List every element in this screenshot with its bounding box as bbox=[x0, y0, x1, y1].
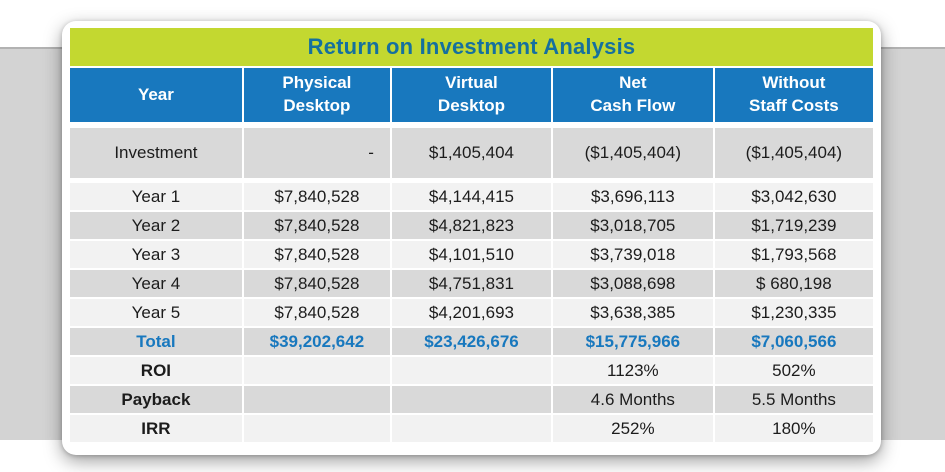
value-cell: $3,696,113 bbox=[552, 183, 713, 210]
value-cell: $3,018,705 bbox=[552, 212, 713, 239]
value-cell: $23,426,676 bbox=[391, 328, 551, 355]
value-cell: $1,230,335 bbox=[714, 299, 873, 326]
value-cell: 252% bbox=[552, 415, 713, 442]
value-cell: $7,840,528 bbox=[243, 270, 390, 297]
value-cell: 5.5 Months bbox=[714, 386, 873, 413]
row-label: Year 1 bbox=[70, 183, 242, 210]
value-cell: $1,793,568 bbox=[714, 241, 873, 268]
value-cell: $7,840,528 bbox=[243, 212, 390, 239]
column-header-physical-desktop: Physical Desktop bbox=[243, 68, 390, 122]
row-label: Year 3 bbox=[70, 241, 242, 268]
table-row-year-1: Year 1 $7,840,528 $4,144,415 $3,696,113 $3,0… bbox=[70, 183, 873, 210]
table-title: Return on Investment Analysis bbox=[70, 28, 873, 66]
table-row-year-5: Year 5 $7,840,528 $4,201,693 $3,638,385 $1,2… bbox=[70, 299, 873, 326]
value-cell: $4,101,510 bbox=[391, 241, 551, 268]
column-header-virtual-desktop: Virtual Desktop bbox=[391, 68, 551, 122]
table-row-year-2: Year 2 $7,840,528 $4,821,823 $3,018,705 $1,7… bbox=[70, 212, 873, 239]
value-cell: $7,840,528 bbox=[243, 241, 390, 268]
table-row-total: Total $39,202,642 $23,426,676 $15,775,966 $7… bbox=[70, 328, 873, 355]
value-cell: ($1,405,404) bbox=[552, 128, 713, 178]
row-label: Year 2 bbox=[70, 212, 242, 239]
value-cell: - bbox=[243, 128, 390, 178]
row-label: IRR bbox=[70, 415, 242, 442]
value-cell: $3,042,630 bbox=[714, 183, 873, 210]
value-cell: $4,751,831 bbox=[391, 270, 551, 297]
value-cell: $7,840,528 bbox=[243, 299, 390, 326]
table-row-year-3: Year 3 $7,840,528 $4,101,510 $3,739,018 $1,7… bbox=[70, 241, 873, 268]
table-row-roi: ROI 1123% 502% bbox=[70, 357, 873, 384]
value-cell: $15,775,966 bbox=[552, 328, 713, 355]
roi-analysis-card: Return on Investment Analysis Year Physic… bbox=[62, 21, 881, 455]
row-label: Year 5 bbox=[70, 299, 242, 326]
value-cell: $1,719,239 bbox=[714, 212, 873, 239]
row-label: ROI bbox=[70, 357, 242, 384]
value-cell: $1,405,404 bbox=[391, 128, 551, 178]
value-cell: $4,821,823 bbox=[391, 212, 551, 239]
value-cell bbox=[391, 415, 551, 442]
value-cell: $39,202,642 bbox=[243, 328, 390, 355]
column-header-year: Year bbox=[70, 68, 242, 122]
value-cell: 180% bbox=[714, 415, 873, 442]
row-label: Year 4 bbox=[70, 270, 242, 297]
column-header-net-cash-flow: Net Cash Flow bbox=[552, 68, 713, 122]
value-cell: ($1,405,404) bbox=[714, 128, 873, 178]
table-row-payback: Payback 4.6 Months 5.5 Months bbox=[70, 386, 873, 413]
row-label: Payback bbox=[70, 386, 242, 413]
column-header-without-staff-costs: Without Staff Costs bbox=[714, 68, 873, 122]
value-cell bbox=[243, 386, 390, 413]
value-cell bbox=[391, 386, 551, 413]
value-cell: $ 680,198 bbox=[714, 270, 873, 297]
value-cell: $4,144,415 bbox=[391, 183, 551, 210]
value-cell: 4.6 Months bbox=[552, 386, 713, 413]
value-cell: $3,088,698 bbox=[552, 270, 713, 297]
value-cell: $4,201,693 bbox=[391, 299, 551, 326]
table-row-investment: Investment - $1,405,404 ($1,405,404) ($1,405… bbox=[70, 128, 873, 178]
row-label: Investment bbox=[70, 128, 242, 178]
table-row-irr: IRR 252% 180% bbox=[70, 415, 873, 442]
value-cell: $3,739,018 bbox=[552, 241, 713, 268]
table-header-row: Year Physical Desktop Virtual Desktop Net Cash… bbox=[70, 68, 873, 122]
value-cell: $7,060,566 bbox=[714, 328, 873, 355]
value-cell bbox=[243, 415, 390, 442]
row-label: Total bbox=[70, 328, 242, 355]
value-cell: 502% bbox=[714, 357, 873, 384]
table-body: Investment - $1,405,404 ($1,405,404) ($1,405… bbox=[70, 128, 873, 442]
value-cell: $3,638,385 bbox=[552, 299, 713, 326]
value-cell bbox=[391, 357, 551, 384]
table-row-year-4: Year 4 $7,840,528 $4,751,831 $3,088,698 $ 68… bbox=[70, 270, 873, 297]
value-cell: 1123% bbox=[552, 357, 713, 384]
value-cell bbox=[243, 357, 390, 384]
value-cell: $7,840,528 bbox=[243, 183, 390, 210]
